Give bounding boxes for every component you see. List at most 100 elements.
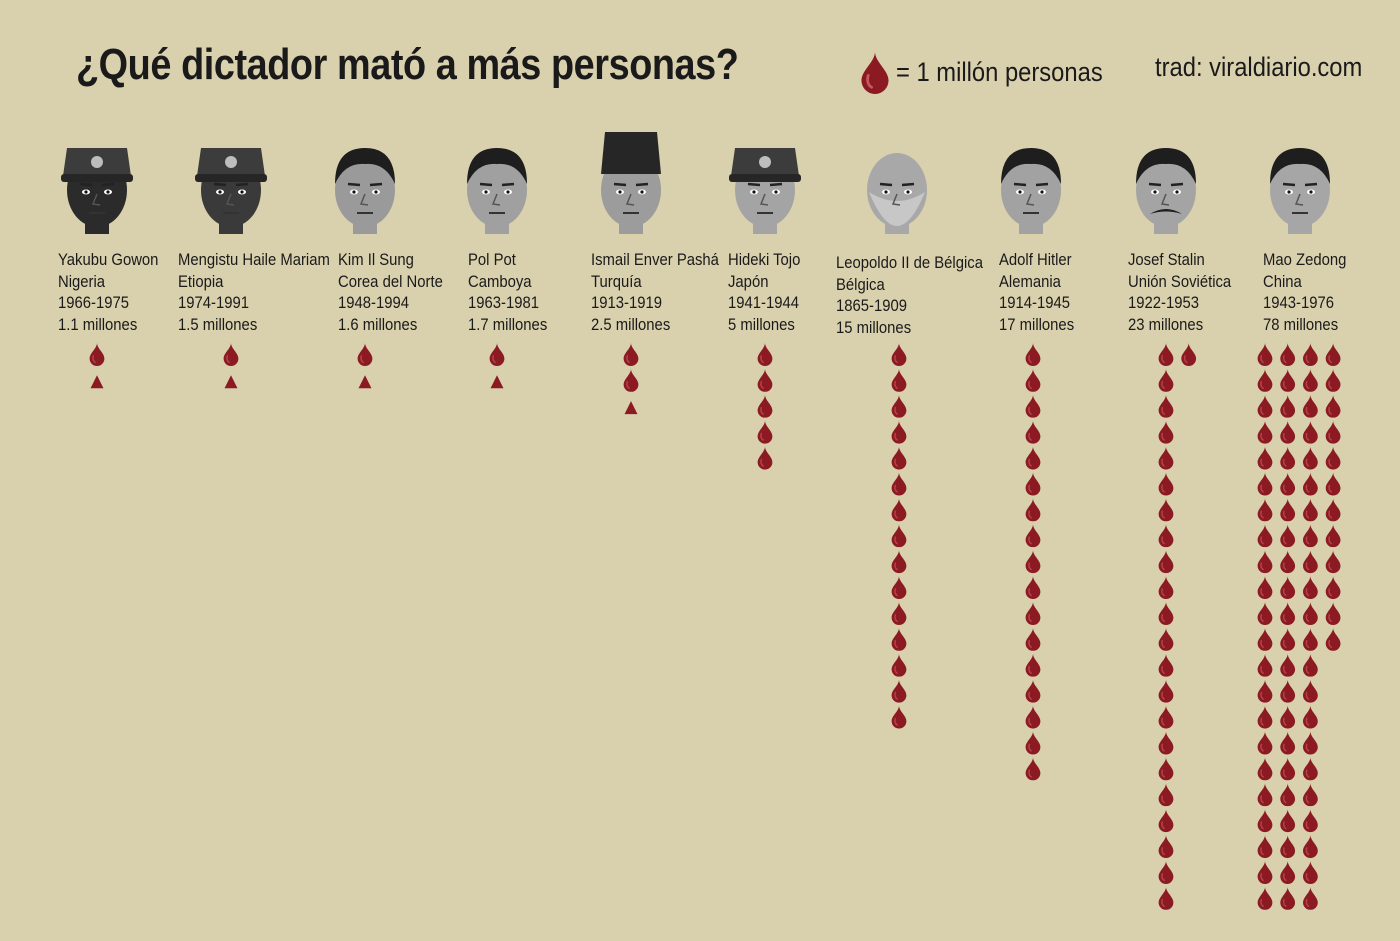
dictator-value-label: 2.5 millones — [591, 315, 671, 334]
drop-mark — [1256, 627, 1274, 651]
drop-mark — [1279, 342, 1296, 366]
dictator-name: Ismail Enver Pashá — [591, 251, 719, 269]
legend: = 1 millón personas — [858, 50, 1131, 94]
drop-mark — [1157, 860, 1175, 884]
drop-mark — [1256, 393, 1274, 418]
dictator-label-2: Mengistu Haile Mariam Etiopia 1974-1991 1.5… — [178, 250, 330, 336]
drop-mark — [756, 368, 774, 392]
drop-mark — [1279, 886, 1296, 910]
drop-mark — [890, 575, 908, 600]
dictator-value-label: 78 millones — [1263, 315, 1339, 334]
drop-mark — [1279, 575, 1296, 600]
drop-mark — [1256, 730, 1274, 755]
dictator-label-9: Josef Stalin Unión Soviética 1922-1953 23 m… — [1128, 250, 1231, 336]
drop-mark — [1279, 549, 1296, 574]
partial-drop-mark — [224, 375, 238, 389]
drop-mark — [1024, 342, 1042, 366]
drop-mark — [890, 601, 908, 625]
dictator-years: 1865-1909 — [836, 297, 908, 315]
dictator-name: Pol Pot — [468, 251, 516, 269]
drop-mark — [1157, 368, 1175, 392]
page-title: ¿Qué dictador mató a más personas? — [76, 40, 739, 89]
drop-mark — [1157, 678, 1175, 703]
drop-mark — [1024, 704, 1042, 729]
drop-mark — [1324, 601, 1342, 625]
portrait-10 — [1270, 148, 1330, 234]
portrait-5 — [601, 132, 661, 234]
drop-mark — [890, 497, 908, 522]
drop-mark — [1302, 601, 1319, 625]
dictator-name: Adolf Hitler — [999, 251, 1072, 269]
drop-mark — [1157, 549, 1175, 574]
drop-mark — [1157, 627, 1175, 651]
dictator-name: Mao Zedong — [1263, 251, 1347, 269]
drop-mark — [890, 549, 908, 574]
drop-mark — [1279, 419, 1296, 444]
drop-mark — [1256, 678, 1274, 703]
dictator-years: 1974-1991 — [178, 294, 250, 312]
dictator-name: Hideki Tojo — [728, 251, 801, 269]
dictator-name: Yakubu Gowon — [58, 251, 159, 269]
drop-mark — [756, 419, 774, 444]
drop-mark — [756, 393, 774, 418]
dictator-name: Leopoldo II de Bélgica — [836, 254, 983, 272]
portrait-8 — [1001, 148, 1061, 234]
partial-drop-mark — [90, 375, 104, 389]
dictator-years: 1948-1994 — [338, 294, 410, 312]
drop-mark — [756, 445, 774, 470]
drop-mark — [1302, 834, 1319, 859]
drop-mark — [1157, 342, 1175, 366]
dictator-name: Kim Il Sung — [338, 251, 414, 269]
portrait-4 — [467, 148, 527, 234]
drop-mark — [1302, 497, 1319, 522]
drop-mark — [622, 368, 640, 392]
drop-mark — [1302, 575, 1319, 600]
drop-mark — [1279, 730, 1296, 755]
drop-mark — [1302, 523, 1319, 548]
portrait-6 — [729, 148, 801, 234]
dictator-value-label: 1.7 millones — [468, 315, 548, 334]
drop-mark — [1302, 860, 1319, 884]
drop-mark — [1024, 601, 1042, 625]
drop-mark — [1024, 549, 1042, 574]
drop-mark — [1324, 471, 1342, 496]
dictator-label-3: Kim Il Sung Corea del Norte 1948-1994 1.6 m… — [338, 250, 443, 336]
drop-mark — [1157, 730, 1175, 755]
dictator-country: Nigeria — [58, 272, 106, 291]
portrait-9 — [1136, 148, 1196, 234]
dictator-years: 1941-1944 — [728, 294, 800, 312]
drop-mark — [1024, 523, 1042, 548]
drop-mark — [1256, 860, 1274, 884]
drop-mark — [1302, 704, 1319, 729]
drop-mark — [1157, 782, 1175, 807]
dictator-country: China — [1263, 272, 1302, 291]
drop-mark — [890, 678, 908, 703]
drop-mark — [1256, 704, 1274, 729]
dictator-country: Etiopia — [178, 272, 224, 291]
drop-mark — [890, 419, 908, 444]
drop-mark — [890, 445, 908, 470]
drop-mark — [1256, 497, 1274, 522]
drop-mark — [1157, 393, 1175, 418]
drop-mark — [1024, 497, 1042, 522]
dictator-country: Camboya — [468, 272, 532, 291]
dictator-country: Corea del Norte — [338, 272, 443, 291]
dictator-years: 1914-1945 — [999, 294, 1071, 312]
drop-mark — [1157, 601, 1175, 625]
drop-mark — [1302, 886, 1319, 910]
drop-mark — [1324, 627, 1342, 651]
legend-label: = 1 millón personas — [896, 56, 1103, 87]
drop-mark — [1256, 601, 1274, 625]
partial-drop-mark — [490, 375, 504, 389]
drop-mark — [1302, 471, 1319, 496]
drop-mark — [1256, 652, 1274, 677]
drop-mark — [1157, 652, 1175, 677]
drop-mark — [1157, 704, 1175, 729]
dictator-value-label: 23 millones — [1128, 315, 1204, 334]
drop-mark — [1157, 808, 1175, 833]
drop-mark — [1024, 368, 1042, 392]
dictator-label-6: Hideki Tojo Japón 1941-1944 5 millones — [728, 250, 800, 336]
drop-mark — [1302, 808, 1319, 833]
drop-mark — [1324, 368, 1342, 392]
